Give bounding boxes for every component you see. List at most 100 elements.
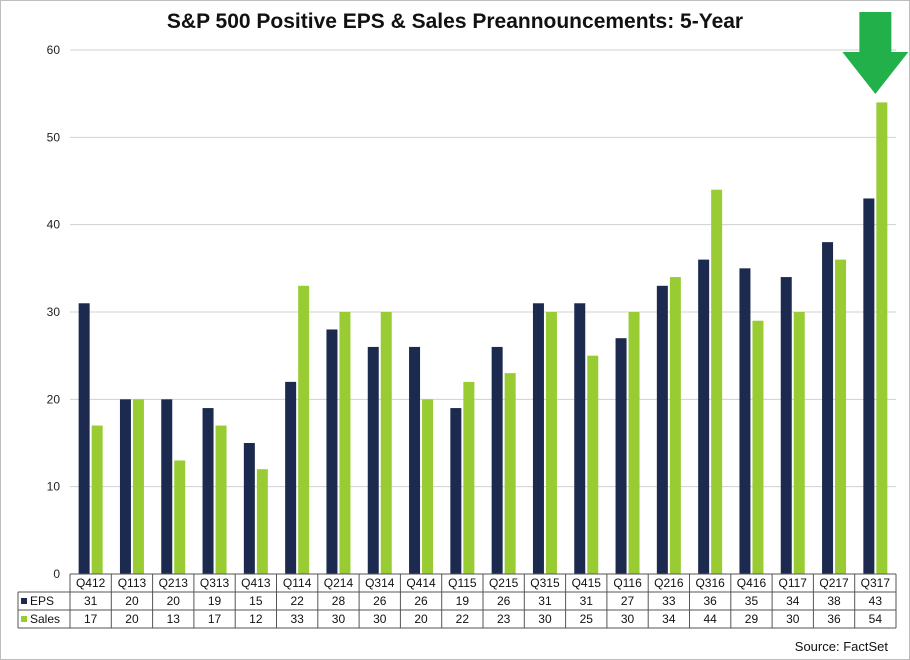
data-label-eps: 26 [414,594,428,608]
data-label-sales: 17 [208,612,222,626]
data-label-sales: 44 [703,612,717,626]
x-tick-label: Q216 [654,576,684,590]
y-tick-label: 50 [47,130,61,144]
bar-eps [326,329,338,574]
bar-eps [491,346,503,574]
x-tick-label: Q113 [118,576,147,590]
bar-eps [863,198,875,574]
bar-eps [243,443,255,574]
bar-sales [215,425,227,574]
x-tick-label: Q412 [76,576,106,590]
data-label-eps: 26 [373,594,387,608]
data-label-eps: 36 [703,594,717,608]
data-label-eps: 31 [538,594,552,608]
bar-sales [504,373,516,574]
bar-sales [380,312,392,574]
y-tick-label: 0 [53,567,60,581]
y-tick-label: 30 [47,305,61,319]
data-label-sales: 30 [332,612,346,626]
bar-eps [739,268,751,574]
x-tick-label: Q413 [241,576,271,590]
data-label-sales: 22 [456,612,470,626]
bar-sales [876,102,888,575]
bar-eps [367,346,379,574]
data-label-sales: 30 [786,612,800,626]
legend-swatch-eps [21,598,27,604]
bar-eps [161,399,173,574]
data-label-sales: 30 [621,612,635,626]
x-tick-label: Q415 [572,576,602,590]
bar-sales [711,189,723,574]
x-tick-label: Q316 [695,576,725,590]
arrow-down-icon [842,12,909,94]
bar-sales [91,425,103,574]
data-label-eps: 28 [332,594,346,608]
data-label-eps: 22 [290,594,304,608]
bar-sales [132,399,144,574]
x-tick-label: Q213 [159,576,189,590]
bar-sales [628,312,640,574]
bar-eps [698,259,710,574]
x-tick-label: Q115 [448,576,477,590]
bar-eps [780,277,792,574]
x-tick-label: Q414 [406,576,436,590]
bar-eps [409,346,421,574]
x-tick-label: Q314 [365,576,395,590]
data-label-eps: 20 [125,594,139,608]
bar-eps [532,303,544,574]
bar-sales [545,312,557,574]
bar-sales [835,259,847,574]
x-tick-label: Q313 [200,576,230,590]
data-label-eps: 20 [167,594,181,608]
data-label-sales: 30 [538,612,552,626]
data-label-eps: 15 [249,594,263,608]
bar-eps [822,242,834,574]
x-tick-label: Q416 [737,576,767,590]
data-label-sales: 20 [125,612,139,626]
legend-swatch-sales [21,616,27,622]
y-tick-label: 40 [47,218,61,232]
bar-eps [615,338,627,574]
data-label-sales: 25 [580,612,594,626]
bar-eps [285,381,297,574]
bar-eps [202,408,214,574]
data-label-eps: 38 [827,594,841,608]
bar-sales [174,460,186,574]
data-label-sales: 23 [497,612,511,626]
bar-sales [339,312,351,574]
source-label: Source: FactSet [794,639,888,654]
bar-eps [656,285,668,574]
data-label-eps: 43 [869,594,883,608]
x-tick-label: Q116 [613,576,642,590]
bar-sales [669,277,681,574]
data-label-sales: 12 [249,612,263,626]
bar-eps [450,408,462,574]
chart-title: S&P 500 Positive EPS & Sales Preannounce… [166,10,744,33]
data-label-eps: 31 [580,594,594,608]
bar-eps [574,303,586,574]
bar-sales [587,355,599,574]
legend-label-sales: Sales [30,612,60,626]
bar-sales [793,312,805,574]
data-label-eps: 27 [621,594,635,608]
bar-sales [752,320,764,574]
data-label-sales: 34 [662,612,676,626]
data-label-sales: 17 [84,612,98,626]
data-label-eps: 35 [745,594,759,608]
x-tick-label: Q217 [819,576,849,590]
bar-sales [422,399,434,574]
x-tick-label: Q117 [779,576,808,590]
bar-sales [256,469,268,574]
bar-sales [463,381,475,574]
data-label-eps: 33 [662,594,676,608]
bar-eps [78,303,90,574]
data-label-eps: 19 [208,594,222,608]
data-label-eps: 26 [497,594,511,608]
data-label-eps: 31 [84,594,98,608]
data-label-sales: 33 [290,612,304,626]
data-label-sales: 13 [167,612,181,626]
data-label-sales: 30 [373,612,387,626]
x-tick-label: Q317 [861,576,891,590]
data-label-sales: 20 [414,612,428,626]
data-label-eps: 34 [786,594,800,608]
